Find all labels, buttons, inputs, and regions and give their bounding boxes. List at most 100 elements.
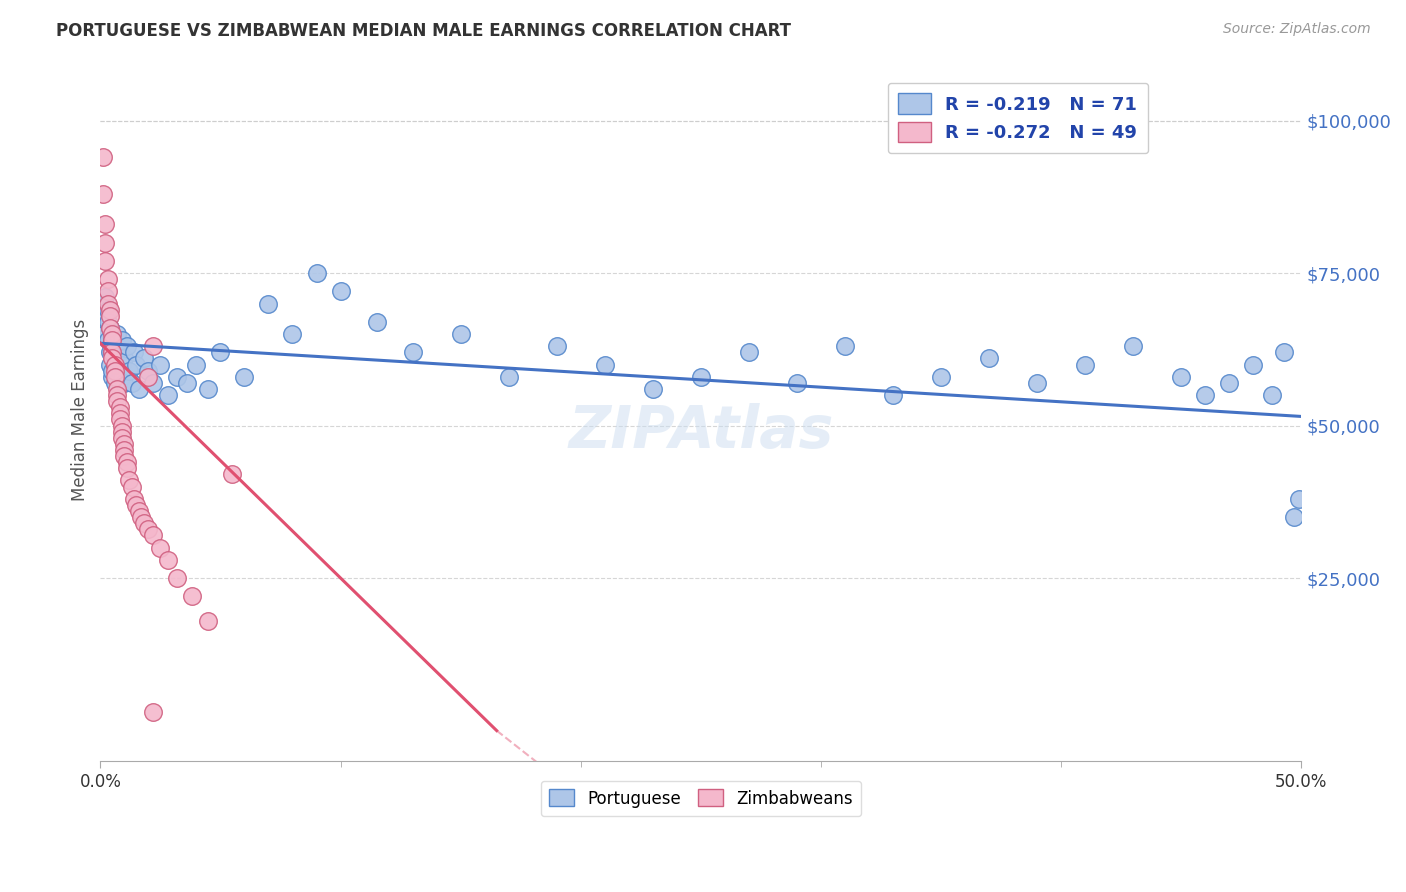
Point	[929, 369, 952, 384]
Point	[111, 418, 134, 433]
Point	[91, 150, 114, 164]
Point	[1218, 376, 1240, 390]
Point	[101, 327, 124, 342]
Point	[129, 510, 152, 524]
Point	[115, 461, 138, 475]
Point	[111, 425, 134, 439]
Point	[94, 235, 117, 250]
Point	[101, 345, 124, 359]
Point	[96, 333, 118, 347]
Point	[101, 364, 124, 378]
Text: PORTUGUESE VS ZIMBABWEAN MEDIAN MALE EARNINGS CORRELATION CHART: PORTUGUESE VS ZIMBABWEAN MEDIAN MALE EAR…	[56, 22, 792, 40]
Point	[197, 614, 219, 628]
Point	[786, 376, 808, 390]
Point	[101, 345, 124, 359]
Point	[977, 351, 1000, 366]
Point	[882, 388, 904, 402]
Point	[105, 339, 128, 353]
Point	[98, 358, 121, 372]
Point	[366, 315, 388, 329]
Point	[546, 339, 568, 353]
Point	[1288, 491, 1310, 506]
Point	[1274, 345, 1296, 359]
Point	[166, 369, 188, 384]
Point	[104, 358, 127, 372]
Point	[111, 358, 134, 372]
Point	[149, 358, 172, 372]
Point	[233, 369, 256, 384]
Point	[209, 345, 232, 359]
Point	[96, 302, 118, 317]
Point	[94, 291, 117, 305]
Point	[125, 358, 148, 372]
Point	[104, 351, 127, 366]
Point	[142, 528, 165, 542]
Point	[94, 217, 117, 231]
Point	[108, 401, 131, 415]
Point	[104, 369, 127, 384]
Point	[138, 522, 160, 536]
Text: Source: ZipAtlas.com: Source: ZipAtlas.com	[1223, 22, 1371, 37]
Point	[834, 339, 856, 353]
Point	[132, 516, 155, 531]
Point	[91, 186, 114, 201]
Point	[104, 376, 127, 390]
Legend: Portuguese, Zimbabweans: Portuguese, Zimbabweans	[541, 781, 860, 816]
Point	[104, 358, 127, 372]
Point	[115, 455, 138, 469]
Point	[115, 339, 138, 353]
Point	[96, 285, 118, 299]
Point	[450, 327, 472, 342]
Point	[221, 467, 243, 482]
Point	[91, 309, 114, 323]
Point	[98, 309, 121, 323]
Point	[112, 437, 135, 451]
Point	[149, 541, 172, 555]
Point	[122, 491, 145, 506]
Point	[101, 333, 124, 347]
Point	[738, 345, 761, 359]
Point	[142, 339, 165, 353]
Point	[111, 333, 134, 347]
Point	[305, 266, 328, 280]
Point	[94, 327, 117, 342]
Point	[197, 382, 219, 396]
Point	[104, 364, 127, 378]
Point	[122, 345, 145, 359]
Point	[108, 412, 131, 426]
Point	[98, 302, 121, 317]
Point	[101, 333, 124, 347]
Point	[112, 376, 135, 390]
Point	[329, 285, 352, 299]
Point	[108, 406, 131, 420]
Text: ZIPAtlas: ZIPAtlas	[568, 403, 834, 460]
Point	[142, 706, 165, 720]
Point	[156, 553, 179, 567]
Point	[98, 321, 121, 335]
Point	[101, 369, 124, 384]
Point	[257, 296, 280, 310]
Point	[108, 364, 131, 378]
Point	[94, 253, 117, 268]
Point	[186, 358, 208, 372]
Point	[1261, 388, 1284, 402]
Point	[401, 345, 423, 359]
Point	[142, 376, 165, 390]
Point	[132, 351, 155, 366]
Point	[111, 431, 134, 445]
Point	[98, 345, 121, 359]
Point	[138, 369, 160, 384]
Point	[176, 376, 198, 390]
Point	[125, 498, 148, 512]
Point	[128, 504, 150, 518]
Point	[105, 388, 128, 402]
Point	[118, 474, 141, 488]
Point	[1074, 358, 1097, 372]
Point	[96, 315, 118, 329]
Point	[166, 571, 188, 585]
Point	[112, 449, 135, 463]
Point	[96, 272, 118, 286]
Point	[498, 369, 520, 384]
Point	[105, 394, 128, 409]
Point	[1026, 376, 1049, 390]
